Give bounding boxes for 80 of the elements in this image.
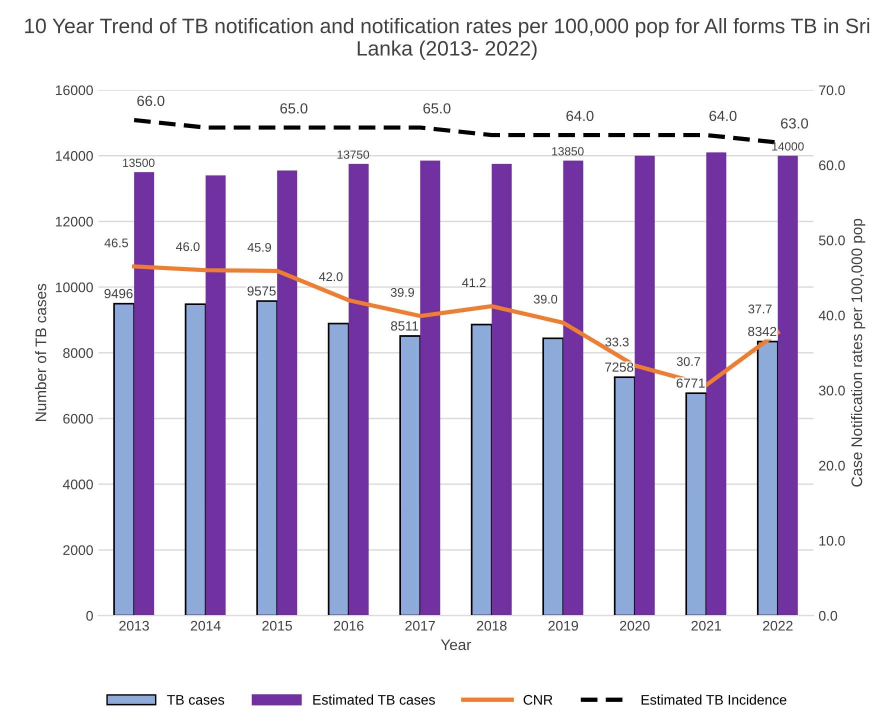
data-label: 9496 (104, 288, 133, 298)
y2-tick-label: 0.0 (818, 610, 838, 621)
data-label: 14000 (772, 142, 804, 151)
data-label: 37.7 (748, 304, 772, 314)
chart-title: 10 Year Trend of TB notification and notification rates per 100,000 pop for All forms TB in Sri Lanka (2013- 2022) (25, 18, 870, 60)
data-label: 7258 (605, 362, 634, 372)
data-label: 13500 (123, 158, 155, 168)
data-label: 39.0 (534, 294, 558, 304)
bar (206, 175, 226, 616)
y2-tick-label: 50.0 (818, 236, 845, 246)
bar (256, 300, 278, 616)
y2-tick-label: 30.0 (818, 386, 845, 396)
x-axis-title: Year (440, 640, 472, 650)
data-label: 65.0 (280, 103, 308, 114)
legend-label: CNR (524, 694, 552, 705)
data-label: 46.5 (104, 238, 128, 248)
data-label: 41.2 (462, 278, 486, 287)
bar (492, 164, 512, 616)
y-tick-label: 8000 (63, 348, 93, 358)
legend-label: TB cases (167, 695, 224, 705)
line-series (132, 264, 780, 388)
y2-tick-label: 10.0 (819, 536, 845, 546)
y-tick-label: 4000 (62, 480, 93, 490)
bar (563, 160, 584, 616)
y-tick-label: 2000 (63, 545, 93, 556)
bar (470, 324, 493, 616)
data-label: 13750 (338, 150, 370, 159)
bar (706, 152, 726, 616)
bar (184, 303, 206, 616)
y2-tick-label: 70.0 (819, 85, 845, 96)
x-tick-label: 2015 (262, 620, 292, 631)
y2-tick-label: 40.0 (818, 310, 845, 320)
bar (420, 160, 440, 616)
x-tick-label: 2013 (119, 620, 149, 631)
data-label: 6771 (676, 378, 705, 388)
y-tick-label: 12000 (56, 216, 93, 227)
legend-label: Estimated TB cases (313, 694, 435, 705)
data-label: 33.3 (605, 338, 629, 346)
legend-label: Estimated TB Incidence (642, 694, 786, 705)
x-tick-label: 2022 (763, 620, 793, 631)
y2-tick-label: 20.0 (819, 460, 845, 471)
data-label: 39.9 (390, 288, 414, 297)
bar (348, 164, 369, 616)
data-label: 9575 (248, 286, 276, 296)
data-label: 30.7 (676, 357, 700, 366)
x-tick-label: 2016 (334, 620, 364, 631)
bar (134, 172, 154, 616)
data-label: 46.0 (176, 242, 200, 252)
data-label: 65.0 (423, 103, 450, 114)
x-tick-label: 2020 (620, 620, 650, 631)
data-label: 42.0 (319, 272, 343, 282)
x-tick-label: 2018 (476, 620, 507, 631)
y2-axis-title: Case Notification rates per 100,000 pop (850, 218, 866, 487)
data-label: 8511 (390, 321, 418, 331)
y-tick-label: 6000 (63, 414, 93, 424)
bar (685, 392, 708, 616)
x-tick-label: 2019 (548, 620, 578, 631)
data-label: 8342 (748, 326, 776, 336)
bar (277, 170, 298, 616)
data-label: 13850 (552, 147, 584, 156)
bar (542, 338, 564, 616)
bar (328, 322, 350, 616)
bar (634, 156, 655, 616)
x-tick-label: 2021 (692, 620, 722, 631)
y-axis-title: Number of TB cases (35, 284, 46, 422)
bar (399, 335, 422, 616)
y2-tick-label: 60.0 (819, 160, 845, 170)
data-label: 66.0 (137, 96, 164, 106)
y-tick-label: 0 (86, 610, 93, 621)
data-label: 64.0 (709, 110, 737, 122)
x-tick-label: 2017 (405, 620, 435, 631)
x-tick-label: 2014 (190, 620, 221, 631)
y-tick-label: 16000 (56, 85, 93, 96)
bar (614, 376, 636, 616)
bar (778, 156, 798, 616)
data-label: 45.9 (248, 242, 271, 252)
y-tick-label: 14000 (56, 151, 93, 161)
data-label: 64.0 (566, 110, 594, 122)
y-tick-label: 10000 (56, 282, 93, 292)
data-label: 63.0 (780, 118, 808, 129)
